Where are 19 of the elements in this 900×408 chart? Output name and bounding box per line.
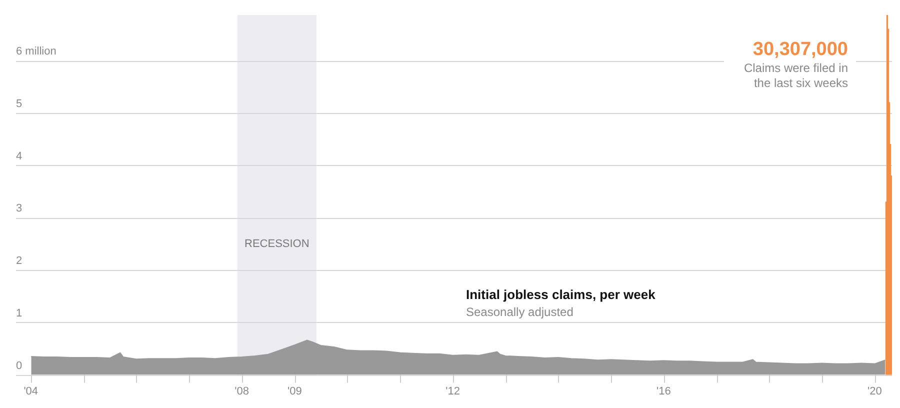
y-tick-label: 4 — [16, 150, 22, 162]
y-tick-label: 6 million — [16, 46, 56, 58]
y-tick-label: 3 — [16, 202, 22, 215]
x-tick-label: '20 — [868, 385, 882, 398]
annotation: 30,307,000 — [752, 39, 848, 60]
x-tick-label: '09 — [287, 385, 302, 398]
x-tick-label: '08 — [234, 385, 249, 398]
x-tick-label: '04 — [24, 385, 38, 398]
x-tick-label: '16 — [656, 385, 671, 398]
y-tick-label: 0 — [16, 360, 22, 372]
text: Initial jobless claims, per week — [466, 287, 656, 302]
y-tick-label: 5 — [16, 98, 22, 110]
band-label: RECESSION — [244, 238, 310, 250]
x-tick-label: '12 — [446, 385, 460, 398]
annotation: Claims were filed in — [744, 61, 848, 75]
y-tick-label: 1 — [16, 307, 22, 320]
y-tick-label: 2 — [16, 255, 22, 268]
annotation: the last six weeks — [754, 76, 848, 90]
text: Seasonally adjusted — [466, 305, 574, 319]
